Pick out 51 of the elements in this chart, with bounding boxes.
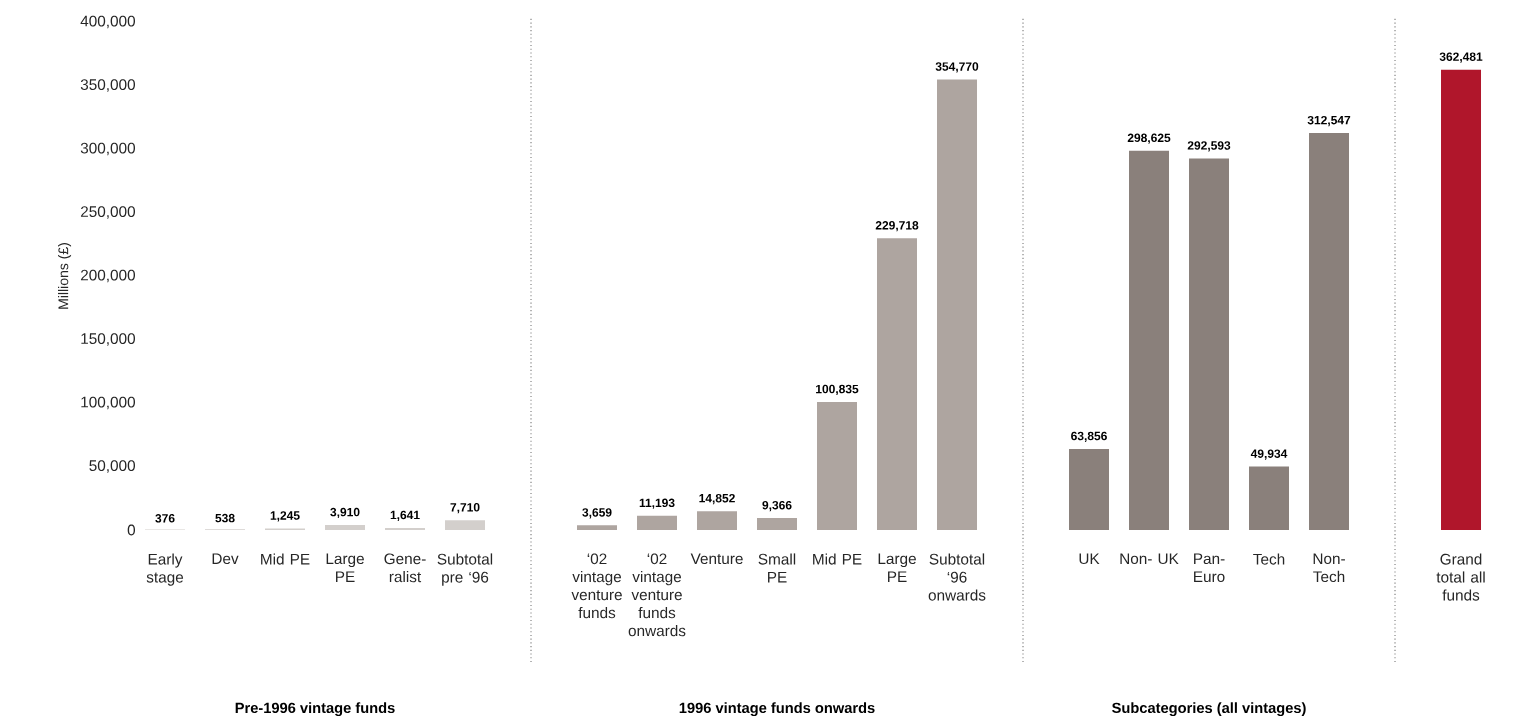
data-label: 11,193 — [639, 498, 675, 509]
x-tick-label: ‘02 vintage venture funds onwards — [628, 553, 686, 637]
x-tick-label: ‘02 vintage venture funds — [571, 553, 622, 619]
x-tick-label: Small PE — [758, 553, 796, 583]
x-tick-label: Grand total all funds — [1436, 553, 1485, 601]
y-tick-label: 0 — [127, 524, 136, 536]
data-label: 1,641 — [390, 510, 420, 521]
y-axis-title: Millions (£) — [58, 243, 72, 309]
data-label: 14,852 — [699, 493, 735, 505]
x-tick-label: UK — [1079, 553, 1100, 565]
x-tick-label: Dev — [212, 553, 239, 565]
x-tick-label: Non- UK — [1120, 553, 1179, 565]
x-tick-label: Subtotal pre ‘96 — [437, 553, 493, 586]
data-label: 292,593 — [1187, 141, 1231, 152]
text: 1996 vintage funds onwards — [679, 702, 875, 716]
data-label: 298,625 — [1127, 133, 1171, 144]
x-tick-label: Non- Tech — [1313, 553, 1345, 583]
data-label: 63,856 — [1071, 431, 1107, 442]
data-label: 3,659 — [582, 508, 612, 519]
x-tick-label: Large PE — [326, 553, 364, 582]
data-label: 312,547 — [1307, 115, 1351, 127]
y-tick-label: 400,000 — [80, 15, 136, 29]
x-tick-label: Tech — [1253, 553, 1285, 565]
y-tick-label: 350,000 — [80, 79, 136, 92]
x-tick-label: Subtotal ‘96 onwards — [928, 553, 986, 601]
data-label: 538 — [215, 513, 235, 523]
text: Pre-1996 vintage funds — [235, 702, 395, 716]
x-tick-label: Mid PE — [261, 553, 310, 565]
x-tick-label: Large PE — [878, 553, 916, 582]
y-tick-label: 200,000 — [80, 269, 136, 283]
data-label: 9,366 — [762, 500, 792, 512]
y-tick-label: 150,000 — [81, 333, 136, 346]
y-tick-label: 100,000 — [81, 396, 136, 410]
data-label: 7,710 — [450, 503, 480, 514]
data-label: 3,910 — [330, 507, 360, 519]
data-label: 362,481 — [1439, 52, 1483, 63]
x-tick-label: Mid PE — [813, 553, 862, 565]
data-label: 49,934 — [1250, 449, 1288, 460]
data-label: 229,718 — [875, 221, 919, 232]
y-tick-label: 300,000 — [80, 142, 136, 156]
y-tick-label: 50,000 — [89, 460, 136, 473]
data-label: 1,245 — [270, 511, 300, 522]
x-tick-label: Venture — [690, 553, 743, 565]
data-label: 100,835 — [816, 384, 859, 396]
data-label: 376 — [155, 514, 175, 523]
data-label: 354,770 — [935, 62, 979, 73]
text: Subcategories (all vintages) — [1112, 702, 1306, 716]
x-tick-label: Early stage — [146, 553, 184, 586]
y-tick-label: 250,000 — [80, 206, 136, 219]
x-tick-label: Pan- Euro — [1194, 553, 1225, 583]
x-tick-label: Gene- ralist — [384, 553, 426, 583]
